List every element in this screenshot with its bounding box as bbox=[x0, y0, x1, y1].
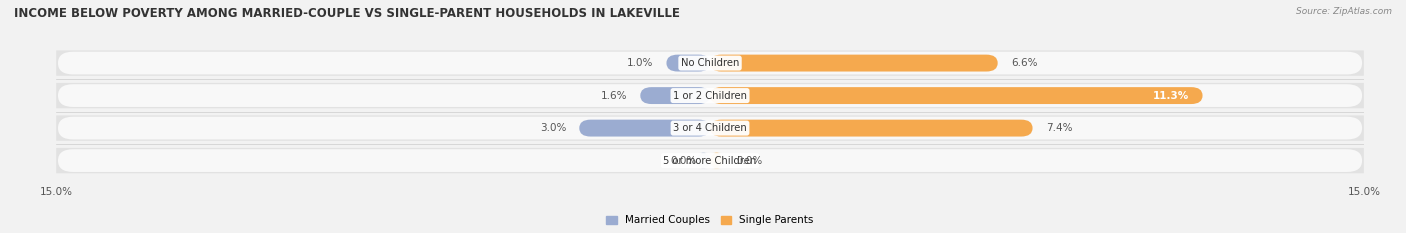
FancyBboxPatch shape bbox=[58, 149, 1362, 172]
Text: 7.4%: 7.4% bbox=[1046, 123, 1073, 133]
Text: 1 or 2 Children: 1 or 2 Children bbox=[673, 91, 747, 101]
FancyBboxPatch shape bbox=[56, 50, 1364, 76]
Text: 5 or more Children: 5 or more Children bbox=[664, 156, 756, 166]
FancyBboxPatch shape bbox=[710, 87, 1202, 104]
Legend: Married Couples, Single Parents: Married Couples, Single Parents bbox=[602, 211, 818, 230]
Text: 11.3%: 11.3% bbox=[1153, 91, 1189, 101]
FancyBboxPatch shape bbox=[56, 115, 1364, 141]
Text: No Children: No Children bbox=[681, 58, 740, 68]
Text: 1.0%: 1.0% bbox=[627, 58, 654, 68]
FancyBboxPatch shape bbox=[710, 55, 998, 72]
Text: 0.0%: 0.0% bbox=[671, 156, 697, 166]
FancyBboxPatch shape bbox=[58, 84, 1362, 107]
Text: INCOME BELOW POVERTY AMONG MARRIED-COUPLE VS SINGLE-PARENT HOUSEHOLDS IN LAKEVIL: INCOME BELOW POVERTY AMONG MARRIED-COUPL… bbox=[14, 7, 681, 20]
FancyBboxPatch shape bbox=[58, 52, 1362, 75]
Text: Source: ZipAtlas.com: Source: ZipAtlas.com bbox=[1296, 7, 1392, 16]
FancyBboxPatch shape bbox=[56, 83, 1364, 108]
Text: 3 or 4 Children: 3 or 4 Children bbox=[673, 123, 747, 133]
FancyBboxPatch shape bbox=[579, 120, 710, 137]
FancyBboxPatch shape bbox=[56, 148, 1364, 173]
FancyBboxPatch shape bbox=[666, 55, 710, 72]
Text: 0.0%: 0.0% bbox=[737, 156, 762, 166]
FancyBboxPatch shape bbox=[697, 152, 710, 169]
FancyBboxPatch shape bbox=[710, 120, 1032, 137]
Text: 1.6%: 1.6% bbox=[600, 91, 627, 101]
FancyBboxPatch shape bbox=[58, 117, 1362, 140]
FancyBboxPatch shape bbox=[640, 87, 710, 104]
Text: 3.0%: 3.0% bbox=[540, 123, 567, 133]
Text: 6.6%: 6.6% bbox=[1011, 58, 1038, 68]
FancyBboxPatch shape bbox=[710, 152, 723, 169]
